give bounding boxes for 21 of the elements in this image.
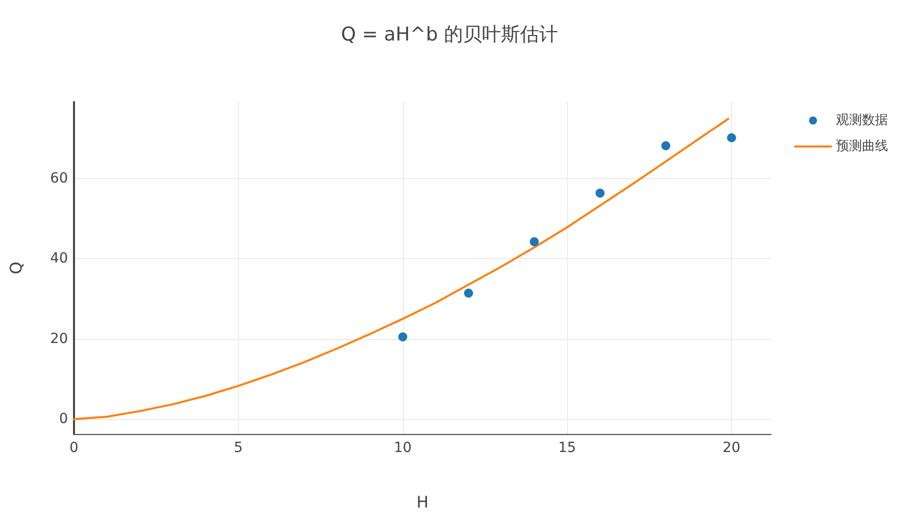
y-tick-label: 0: [59, 411, 68, 428]
chart-title: Q = aH^b 的贝叶斯估计: [341, 24, 558, 46]
x-tick-label: 15: [558, 440, 576, 456]
legend-label: 预测曲线: [836, 139, 888, 154]
x-tick-label: 20: [722, 440, 740, 456]
x-axis-title: H: [416, 492, 429, 512]
point: [727, 133, 736, 142]
y-tick-label: 60: [50, 170, 68, 186]
point: [596, 188, 605, 198]
point: [398, 332, 408, 342]
legend-label: 观测数据: [836, 113, 888, 128]
x-tick-label: 5: [234, 440, 243, 456]
y-tick-label: 20: [50, 330, 68, 347]
x-tick-label: 10: [394, 440, 412, 456]
point: [661, 141, 670, 150]
x-tick-label: 0: [70, 440, 78, 456]
y-tick-label: 40: [50, 250, 68, 267]
point: [530, 237, 539, 246]
y-axis-title: Q: [6, 262, 26, 274]
line-series: [73, 118, 730, 420]
point: [464, 288, 474, 298]
